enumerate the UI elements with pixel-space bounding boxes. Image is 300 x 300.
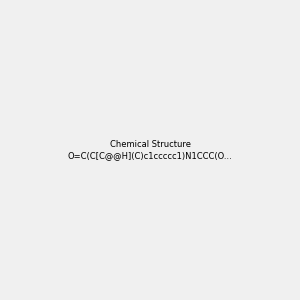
Text: Chemical Structure
O=C(C[C@@H](C)c1ccccc1)N1CCC(O...: Chemical Structure O=C(C[C@@H](C)c1ccccc…	[68, 140, 232, 160]
